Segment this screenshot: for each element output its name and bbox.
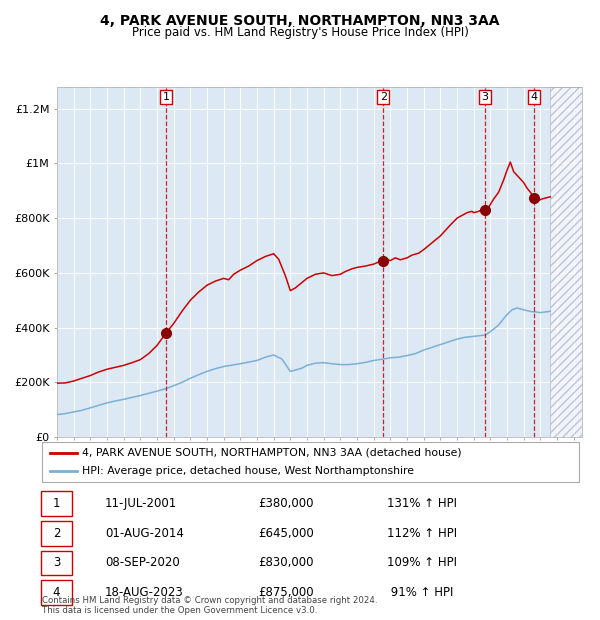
Text: 112% ↑ HPI: 112% ↑ HPI (387, 527, 457, 539)
Text: 08-SEP-2020: 08-SEP-2020 (105, 557, 180, 569)
Text: 1: 1 (163, 92, 169, 102)
Text: £875,000: £875,000 (258, 587, 314, 599)
Text: 109% ↑ HPI: 109% ↑ HPI (387, 557, 457, 569)
Bar (550, 87, 582, 437)
Text: 4, PARK AVENUE SOUTH, NORTHAMPTON, NN3 3AA: 4, PARK AVENUE SOUTH, NORTHAMPTON, NN3 3… (100, 14, 500, 28)
Text: £645,000: £645,000 (258, 527, 314, 539)
Text: 2: 2 (53, 527, 60, 539)
Text: 3: 3 (53, 557, 60, 569)
Text: Contains HM Land Registry data © Crown copyright and database right 2024.
This d: Contains HM Land Registry data © Crown c… (42, 596, 377, 615)
Text: HPI: Average price, detached house, West Northamptonshire: HPI: Average price, detached house, West… (82, 466, 414, 477)
Text: 1: 1 (53, 497, 60, 510)
Text: 4: 4 (53, 587, 60, 599)
Text: 4, PARK AVENUE SOUTH, NORTHAMPTON, NN3 3AA (detached house): 4, PARK AVENUE SOUTH, NORTHAMPTON, NN3 3… (82, 448, 462, 458)
Text: Price paid vs. HM Land Registry's House Price Index (HPI): Price paid vs. HM Land Registry's House … (131, 26, 469, 39)
Text: 131% ↑ HPI: 131% ↑ HPI (387, 497, 457, 510)
Text: 11-JUL-2001: 11-JUL-2001 (105, 497, 177, 510)
Text: 01-AUG-2014: 01-AUG-2014 (105, 527, 184, 539)
Text: 91% ↑ HPI: 91% ↑ HPI (387, 587, 454, 599)
Text: 4: 4 (530, 92, 538, 102)
Text: £380,000: £380,000 (258, 497, 314, 510)
Text: £830,000: £830,000 (258, 557, 314, 569)
Text: 18-AUG-2023: 18-AUG-2023 (105, 587, 184, 599)
Text: 2: 2 (380, 92, 387, 102)
Text: 3: 3 (482, 92, 488, 102)
